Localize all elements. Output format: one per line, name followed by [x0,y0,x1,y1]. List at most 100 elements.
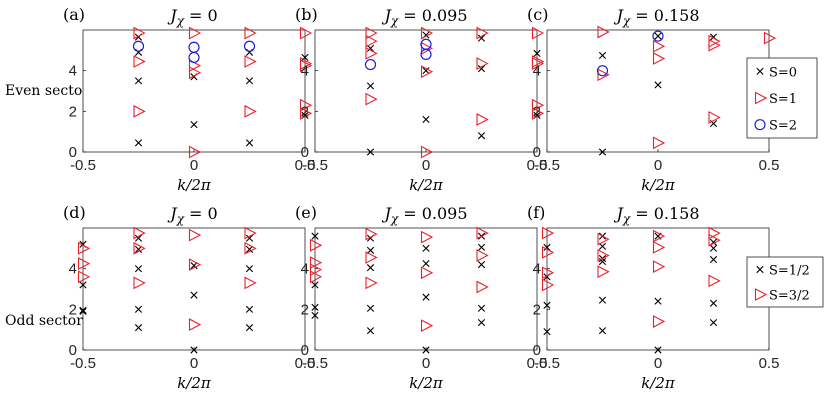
series-circle [132,40,256,64]
panel-title: Jχ = 0.158 [613,6,699,28]
data-point [597,249,610,262]
data-point [245,245,254,253]
data-point [245,265,254,273]
data-point [652,30,664,42]
data-point [654,297,662,305]
data-point [245,305,254,313]
data-point [133,276,146,290]
series-triangle [133,26,313,159]
data-point [299,98,313,112]
x-axis-label: k/2π [177,374,212,392]
legend-marker [756,67,764,75]
y-tick-label: 0 [69,144,77,161]
data-point [245,234,254,242]
legend-entry: S=0 [769,65,797,80]
x-axis-label: k/2π [641,374,676,392]
data-point [366,264,375,272]
data-point [708,233,721,247]
data-point [77,270,91,284]
plot-area [546,227,770,351]
data-point [309,238,323,252]
x-tick-label: -0.5 [70,157,96,174]
legend-entry: S=2 [769,119,797,134]
data-point [244,26,257,40]
data-point [365,34,378,48]
plot-area [82,227,306,351]
data-point [134,234,143,242]
data-point [190,291,198,299]
x-tick-label: -0.5 [534,157,560,174]
data-point [190,346,198,354]
data-point [134,305,143,313]
y-tick-label: 2 [69,301,77,318]
legend-odd: S=1/2 S=3/2 [746,256,824,308]
panel-label: (e) [295,203,317,222]
data-point [709,244,718,252]
y-tick-label: 4 [533,261,541,278]
data-point [708,274,721,288]
data-point [309,263,323,277]
data-point [188,66,202,80]
data-point [422,293,430,301]
x-tick-label: 0 [422,157,430,174]
data-point [709,255,718,264]
data-point [365,276,378,290]
data-point [709,318,718,327]
data-point [543,301,551,309]
data-point [652,315,666,328]
data-point [420,26,434,40]
data-point [709,299,718,307]
data-point [244,55,257,68]
panel-label: (f) [527,203,545,222]
series-triangle [309,226,489,333]
series-circle [596,30,664,77]
series-x [79,234,254,354]
x-tick-label: 0.5 [527,355,548,372]
data-point [188,228,202,242]
data-point [652,136,666,150]
data-point [422,346,430,354]
legend-marker [754,288,768,301]
panel-title: Jχ = 0.095 [381,204,467,226]
data-point [477,132,486,140]
legend-box [746,57,818,139]
data-point [188,258,202,272]
data-point [420,230,434,244]
data-point [598,327,607,335]
y-tick-label: 4 [533,63,541,80]
plot-area [82,29,306,153]
series-triangle [365,26,545,159]
data-point [476,57,489,70]
legend-entry: S=1/2 [769,264,810,279]
data-point [311,281,319,289]
data-point [366,44,375,52]
data-point [598,242,607,250]
data-point [654,81,662,89]
data-point [422,67,430,75]
x-tick-label: 0.5 [295,157,316,174]
data-point [420,38,432,50]
x-tick-label: 0 [654,157,662,174]
x-tick-label: -0.5 [302,157,328,174]
data-point [366,82,375,90]
data-point [420,41,434,55]
data-point [299,106,313,120]
panel-label: (d) [63,203,86,222]
x-tick-label: 0.5 [527,157,548,174]
data-point [543,243,551,251]
y-tick-label: 0 [301,144,309,161]
legend-entry: S=1 [769,92,797,107]
data-point [133,241,146,255]
data-point [190,262,198,270]
x-tick-label: -0.5 [534,355,560,372]
legend-entry: S=3/2 [769,289,810,304]
y-tick-label: 2 [301,103,309,120]
series-triangle [77,226,257,331]
x-tick-label: -0.5 [302,355,328,372]
data-point [597,68,610,82]
data-point [533,49,541,57]
